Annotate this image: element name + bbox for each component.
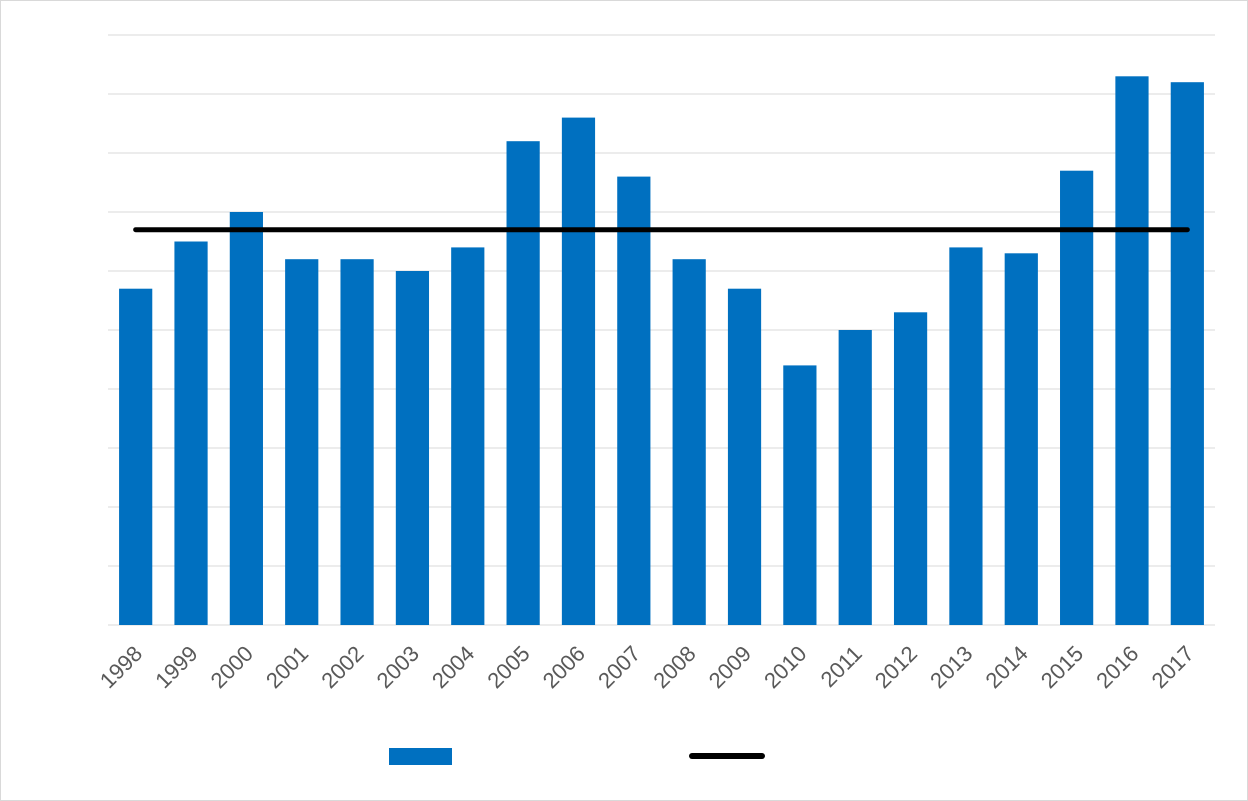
bar xyxy=(727,288,762,625)
bar xyxy=(395,271,430,625)
bar xyxy=(1170,82,1204,625)
bar xyxy=(285,259,319,625)
bar xyxy=(783,365,817,625)
bar xyxy=(672,259,706,625)
bar xyxy=(340,259,374,625)
bar xyxy=(1115,76,1149,626)
bar xyxy=(506,141,540,625)
bar xyxy=(451,247,485,625)
bar xyxy=(1060,170,1094,625)
bar xyxy=(617,176,651,625)
bar xyxy=(1004,253,1038,626)
bar xyxy=(949,247,983,625)
bar xyxy=(838,330,872,625)
bar xyxy=(229,212,263,625)
legend-swatch-bar xyxy=(389,748,452,765)
bar xyxy=(119,288,153,625)
bar xyxy=(561,117,596,625)
bar xyxy=(174,241,208,625)
bar xyxy=(893,312,928,625)
